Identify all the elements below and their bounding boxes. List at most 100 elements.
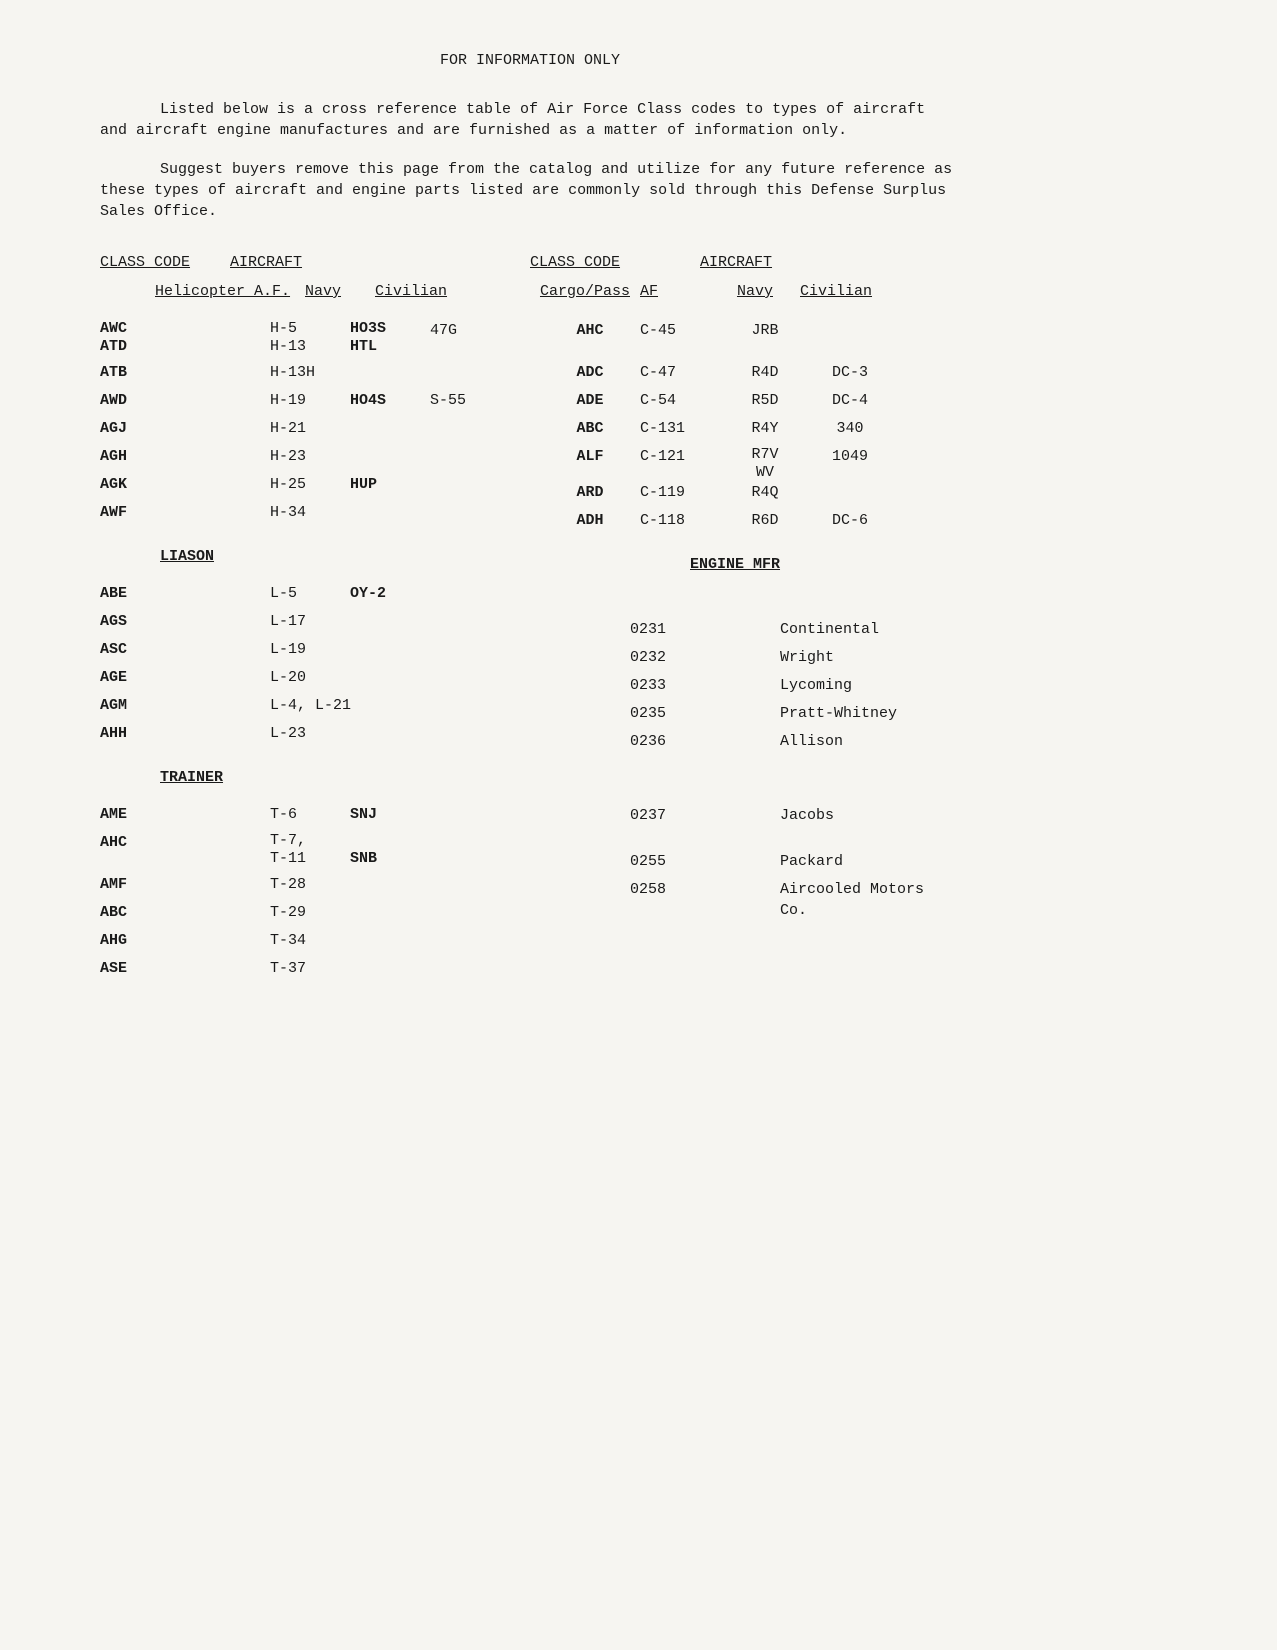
hdr-aircraft-left: AIRCRAFT [230,252,302,273]
navy-cell: HO4S [350,390,430,411]
af-cell: C-131 [640,418,720,439]
eng-code: 0258 [540,879,780,900]
table-row: 0231 Continental [540,619,960,647]
hdr-classcode-right: CLASS CODE [530,252,660,273]
table-row: 0258 Aircooled Motors Co. [540,879,960,921]
navy-cell: R4Y [720,418,810,439]
table-row: AWD H-19 HO4S S-55 [100,390,520,418]
code-cell: ARD [540,482,640,503]
code-cell: ABE [100,583,170,604]
af-cell: C-47 [640,362,720,383]
eng-mfr: Aircooled Motors Co. [780,879,960,921]
af-cell: C-118 [640,510,720,531]
code-cell: AME [100,804,170,825]
table-row: AHC C-45 JRB [540,320,960,362]
code-cell: ADC [540,362,640,383]
table-row: AGH H-23 [100,446,520,474]
af-cell: H-25 [270,474,350,495]
eng-code: 0235 [540,703,780,724]
navy-cell: R5D [720,390,810,411]
code-cell: ABC [540,418,640,439]
civ-cell: 47G [430,320,510,341]
table-row: 0233 Lycoming [540,675,960,703]
category-engine: ENGINE MFR [690,554,960,575]
af-cell: L-4, L-21 [270,695,390,716]
af-cell: L-23 [270,723,350,744]
table-row: ABC C-131 R4Y 340 [540,418,960,446]
table-row: AGJ H-21 [100,418,520,446]
table-row: AGK H-25 HUP [100,474,520,502]
hdr-classcode-left: CLASS CODE [100,252,230,273]
left-table: AWCATD H-5H-13 HO3SHTL 47G ATB H-13H AWD… [100,320,520,986]
code-cell: ABC [100,902,170,923]
code-cell: AWF [100,502,170,523]
table-row: ASC L-19 [100,639,520,667]
table-row: 0232 Wright [540,647,960,675]
table-row: AMF T-28 [100,874,520,902]
code-cell: AGH [100,446,170,467]
af-cell: H-19 [270,390,350,411]
af-cell: L-17 [270,611,350,632]
sub-headers-row: Helicopter A.F. Navy Civilian Cargo/Pass… [100,281,960,302]
right-table: AHC C-45 JRB ADC C-47 R4D DC-3 ADE C-54 … [540,320,960,986]
af-cell: L-20 [270,667,350,688]
table-row: AHH L-23 [100,723,520,751]
table-row: AGS L-17 [100,611,520,639]
table-row: 0237 Jacobs [540,805,960,833]
code-cell: ADH [540,510,640,531]
code-cell: AMF [100,874,170,895]
eng-code: 0236 [540,731,780,752]
civ-cell: 340 [810,418,890,439]
navy-cell: SNJ [350,804,430,825]
code-cell: ATB [100,362,170,383]
eng-mfr: Allison [780,731,960,752]
af-cell: L-5 [270,583,350,604]
code-cell: ALF [540,446,640,467]
navy-cell: JRB [720,320,810,341]
code-cell: AWCATD [100,320,170,356]
table-row: AGE L-20 [100,667,520,695]
eng-code: 0233 [540,675,780,696]
table-row: ADE C-54 R5D DC-4 [540,390,960,418]
navy-cell: R4Q [720,482,810,503]
eng-code: 0231 [540,619,780,640]
sub-af: AF [640,281,710,302]
code-cell: AGM [100,695,170,716]
af-cell: C-119 [640,482,720,503]
sub-civ-r: Civilian [800,281,872,302]
table-row: 0236 Allison [540,731,960,759]
af-cell: T-6 [270,804,350,825]
code-cell: ASC [100,639,170,660]
table-row: 0235 Pratt-Whitney [540,703,960,731]
code-cell: ASE [100,958,170,979]
table-row: ABC T-29 [100,902,520,930]
navy-cell: HUP [350,474,430,495]
code-cell: AGE [100,667,170,688]
code-cell: AHH [100,723,170,744]
sub-navy-r: Navy [710,281,800,302]
af-cell: H-34 [270,502,350,523]
navy-cell: SNB [350,832,430,869]
code-cell: AHC [100,832,170,853]
af-cell: T-7,T-11 [270,832,350,868]
eng-mfr: Jacobs [780,805,960,826]
af-cell: H-23 [270,446,350,467]
table-row: AGM L-4, L-21 [100,695,520,723]
table-row: AWF H-34 [100,502,520,530]
civ-cell: DC-4 [810,390,890,411]
code-cell: AGS [100,611,170,632]
paragraph-2: Suggest buyers remove this page from the… [100,159,960,222]
af-cell: T-28 [270,874,350,895]
code-cell: AGJ [100,418,170,439]
table-row: ADC C-47 R4D DC-3 [540,362,960,390]
eng-mfr: Pratt-Whitney [780,703,960,724]
civ-cell: DC-6 [810,510,890,531]
civ-cell: S-55 [430,390,510,411]
sub-civ-l: Civilian [375,281,447,302]
civ-cell: 1049 [810,446,890,467]
tables-container: AWCATD H-5H-13 HO3SHTL 47G ATB H-13H AWD… [100,320,960,986]
table-row: ATB H-13H [100,362,520,390]
navy-cell: R6D [720,510,810,531]
af-cell: C-45 [640,320,720,341]
eng-mfr: Continental [780,619,960,640]
